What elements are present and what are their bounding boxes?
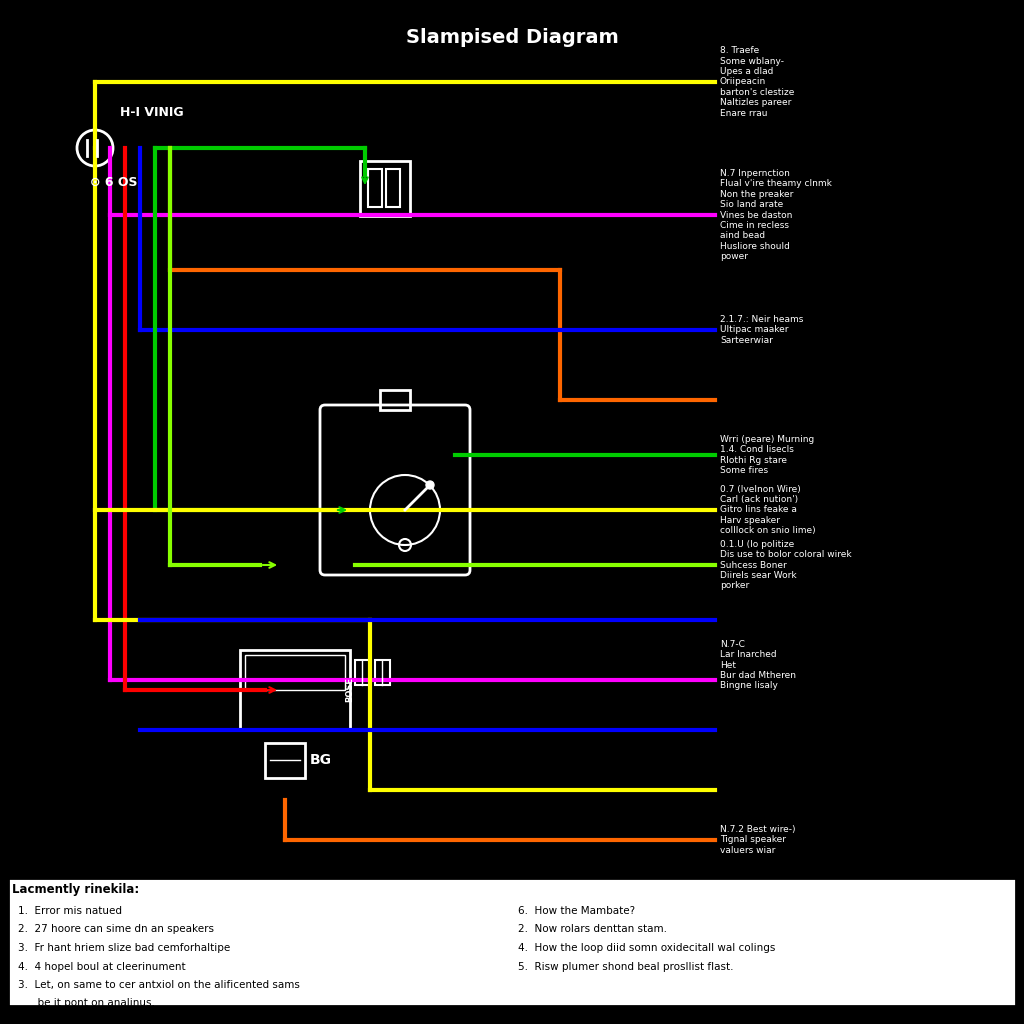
Text: 5.  Risw plumer shond beal prosllist flast.: 5. Risw plumer shond beal prosllist flas… [518, 962, 733, 972]
Text: BOSE: BOSE [345, 678, 354, 702]
Bar [380, 390, 410, 410]
Text: 4.  4 hopel boul at cleerinument: 4. 4 hopel boul at cleerinument [18, 962, 185, 972]
Bar [368, 169, 382, 207]
Text: 6.  How the Mambate?: 6. How the Mambate? [518, 906, 635, 916]
Text: 2.  Now rolars denttan stam.: 2. Now rolars denttan stam. [518, 925, 667, 935]
Text: 0.1.U (lo politize
Dis use to bolor coloral wirek
Suhcess Boner
Diirels sear Wor: 0.1.U (lo politize Dis use to bolor colo… [720, 540, 852, 590]
Text: ⊙ 6 OS: ⊙ 6 OS [90, 176, 137, 189]
Text: BG: BG [310, 753, 332, 767]
Text: 4.  How the loop diid somn oxidecitall wal colings: 4. How the loop diid somn oxidecitall wa… [518, 943, 775, 953]
Text: N.7 Inpernction
Flual v'ire theamy clnmk
Non the preaker
Sio land arate
Vines be: N.7 Inpernction Flual v'ire theamy clnmk… [720, 169, 831, 261]
Text: 8. Traefe
Some wblany-
Upes a dlad
Oriipeacin
barton's clestize
Naltizles pareer: 8. Traefe Some wblany- Upes a dlad Oriip… [720, 46, 795, 118]
Text: 0.7 (Ivelnon Wire)
Carl (ack nution')
Gitro lins feake a
Harv speaker
colllock o: 0.7 (Ivelnon Wire) Carl (ack nution') Gi… [720, 484, 816, 536]
Bar [265, 743, 305, 778]
Bar [386, 169, 400, 207]
Text: be it pont on analinus.: be it pont on analinus. [18, 998, 155, 1009]
Text: N.7.2 Best wire-)
Tignal speaker
valuers wiar: N.7.2 Best wire-) Tignal speaker valuers… [720, 825, 796, 855]
Bar [375, 660, 390, 685]
Text: Lacmently rinekila:: Lacmently rinekila: [12, 883, 139, 896]
Text: Wrri (peare) Murning
1.4. Cond lisecls
Rlothi Rg stare
Some fires: Wrri (peare) Murning 1.4. Cond lisecls R… [720, 435, 814, 475]
Text: H-I VINIG: H-I VINIG [120, 106, 183, 120]
Text: 1.  Error mis natued: 1. Error mis natued [18, 906, 122, 916]
Bar [240, 650, 350, 730]
Bar [8, 878, 1016, 1006]
Bar [355, 660, 370, 685]
Bar [245, 655, 345, 690]
Text: 2.1.7.: Neir heams
Ultipac maaker
Sarteerwiar: 2.1.7.: Neir heams Ultipac maaker Sartee… [720, 315, 804, 345]
Text: N.7-C
Lar lnarched
Het
Bur dad Mtheren
Bingne lisaly: N.7-C Lar lnarched Het Bur dad Mtheren B… [720, 640, 796, 690]
Text: 3.  Fr hant hriem slize bad cemforhaltipe: 3. Fr hant hriem slize bad cemforhaltipe [18, 943, 230, 953]
Text: 2.  27 hoore can sime dn an speakers: 2. 27 hoore can sime dn an speakers [18, 925, 214, 935]
Bar [360, 161, 410, 216]
Circle shape [426, 481, 434, 489]
Text: Slampised Diagram: Slampised Diagram [406, 28, 618, 47]
Text: 3.  Let, on same to cer antxiol on the alificented sams: 3. Let, on same to cer antxiol on the al… [18, 980, 300, 990]
